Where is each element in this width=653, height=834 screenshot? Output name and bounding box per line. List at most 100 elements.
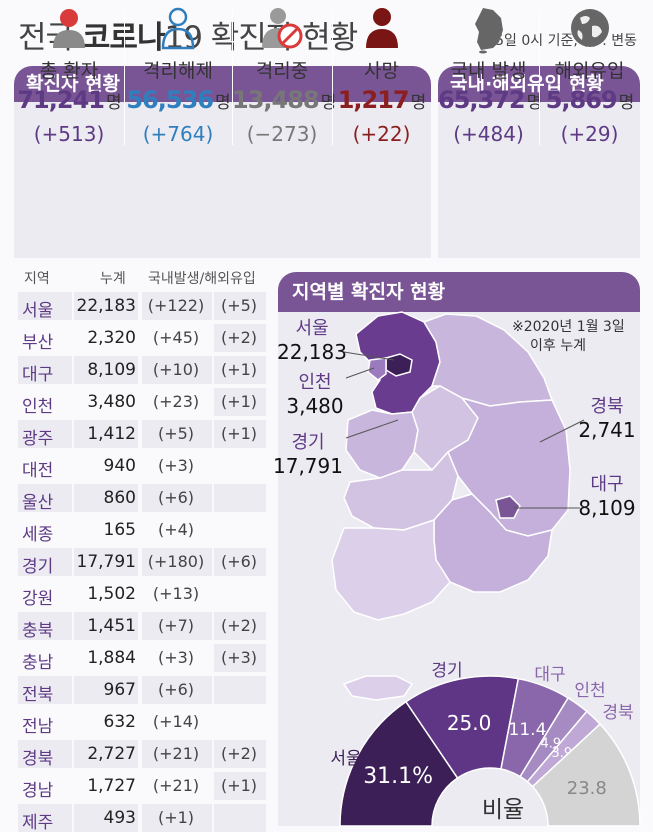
- map-label-gyeonggi: 경기 17,791: [268, 428, 348, 478]
- person-dark-red-icon: [362, 6, 402, 54]
- header-total: 누계: [100, 271, 126, 287]
- cell-total: 1,412: [87, 424, 136, 444]
- map-label-incheon-value: 3,480: [286, 394, 344, 418]
- section-header-confirmed: 확진자 현황: [14, 66, 431, 102]
- cell-bg: [214, 420, 266, 448]
- cell-bg: [18, 548, 72, 576]
- stat-card: 사망 1,217 명 (+22): [332, 0, 431, 156]
- cell-bg: [214, 676, 266, 704]
- cell-total: 3,480: [87, 392, 136, 412]
- table-header: 지역 누계 국내발생/해외유입: [18, 262, 266, 290]
- cell-bg: [142, 484, 212, 512]
- cell-total: 1,884: [87, 648, 136, 668]
- cell-region: 세종: [22, 525, 54, 545]
- stat-value-number: 13,488: [232, 86, 320, 114]
- stat-unit: 명: [105, 93, 122, 113]
- cell-bg: [74, 420, 138, 448]
- stat-divider: [232, 10, 233, 145]
- cell-total: 940: [103, 456, 136, 476]
- cell-domestic: (+21): [152, 776, 200, 795]
- cell-region: 울산: [22, 493, 54, 513]
- table-row: 대구 8,109 (+10) (+1): [18, 354, 266, 386]
- stat-change: (−273): [246, 122, 318, 146]
- stat-label: 국내 발생: [450, 60, 527, 82]
- table-row: 충북 1,451 (+7) (+2): [18, 610, 266, 642]
- header-region: 지역: [24, 271, 50, 287]
- cell-domestic: (+6): [157, 680, 195, 699]
- cell-bg: [214, 356, 266, 384]
- cell-region: 강원: [22, 589, 54, 609]
- map-region-daegu: [495, 495, 521, 519]
- section-header-region-map: 지역별 확진자 현황: [278, 272, 640, 312]
- cell-domestic: (+5): [157, 424, 195, 443]
- map-region-jeju: [342, 675, 414, 701]
- person-prohibited-icon: [260, 6, 304, 54]
- cell-bg: [18, 420, 72, 448]
- korea-map: [331, 311, 585, 701]
- cell-bg: [18, 484, 72, 512]
- stat-card: 총 환자 71,241 명 (+513): [14, 0, 124, 156]
- stat-value-number: 65,372: [438, 86, 526, 114]
- stat-divider: [539, 10, 540, 145]
- map-note-line2: 이후 누계: [530, 338, 586, 354]
- cell-region: 부산: [22, 333, 54, 353]
- cell-domestic: (+180): [147, 552, 205, 571]
- leader-seoul: [343, 351, 395, 361]
- cell-bg: [142, 356, 212, 384]
- map-label-seoul: 서울 22,183: [270, 314, 354, 364]
- cell-abroad: (+6): [220, 552, 258, 571]
- person-red-head-icon: [49, 6, 89, 54]
- stat-value: 56,536 명: [124, 86, 232, 114]
- stat-value: 71,241 명: [14, 86, 124, 114]
- cell-total: 967: [103, 680, 136, 700]
- table-row: 울산 860 (+6): [18, 482, 266, 514]
- confirmed-stats-panel: [14, 102, 431, 258]
- cell-bg: [18, 740, 72, 768]
- stat-divider: [332, 10, 333, 145]
- cell-domestic: (+13): [152, 584, 200, 603]
- stat-change: (+29): [560, 122, 619, 146]
- map-label-gyeongbuk: 경북 2,741: [578, 392, 636, 442]
- stat-value: 65,372 명: [438, 86, 542, 114]
- cell-total: 8,109: [87, 360, 136, 380]
- cell-abroad: (+2): [220, 744, 258, 763]
- table-row: 서울 22,183 (+122) (+5): [18, 290, 266, 322]
- map-label-daegu-value: 8,109: [578, 496, 636, 520]
- stat-value-number: 56,536: [126, 86, 214, 114]
- stat-unit: 명: [214, 93, 231, 113]
- map-label-incheon-name: 인천: [298, 372, 332, 393]
- header-split: 국내발생/해외유입: [148, 271, 256, 287]
- pie-value-label: 11.4: [509, 720, 547, 740]
- cell-region: 제주: [22, 813, 54, 833]
- title-part-2: 19 확진자 현황: [164, 20, 358, 56]
- cell-total: 17,791: [76, 552, 136, 572]
- map-label-incheon: 인천 3,480: [280, 368, 350, 418]
- cell-bg: [142, 676, 212, 704]
- table-row: 부산 2,320 (+45) (+2): [18, 322, 266, 354]
- pie-value-label: 23.8: [567, 778, 607, 799]
- cell-bg: [214, 644, 266, 672]
- cell-domestic: (+6): [157, 488, 195, 507]
- cell-region: 충남: [22, 653, 54, 673]
- cell-domestic: (+7): [157, 616, 195, 635]
- leader-incheon: [345, 367, 375, 379]
- cell-bg: [142, 740, 212, 768]
- map-label-seoul-value: 22,183: [277, 340, 347, 364]
- cell-bg: [18, 292, 72, 320]
- cell-bg: [214, 324, 266, 352]
- map-note: ※2020년 1월 3일 이후 누계: [512, 318, 625, 356]
- pie-category-label: 서울: [330, 749, 361, 769]
- globe-icon: [568, 6, 612, 54]
- stat-card: 국내 발생 65,372 명 (+484): [438, 0, 542, 156]
- cell-region: 서울: [22, 301, 54, 321]
- cell-bg: [142, 292, 212, 320]
- cell-bg: [142, 420, 212, 448]
- cell-bg: [74, 548, 138, 576]
- cell-region: 대전: [22, 461, 54, 481]
- cell-total: 1,451: [87, 616, 136, 636]
- cell-bg: [74, 676, 138, 704]
- cell-bg: [18, 356, 72, 384]
- stat-change: (+484): [453, 122, 524, 146]
- pie-slice: [531, 723, 641, 827]
